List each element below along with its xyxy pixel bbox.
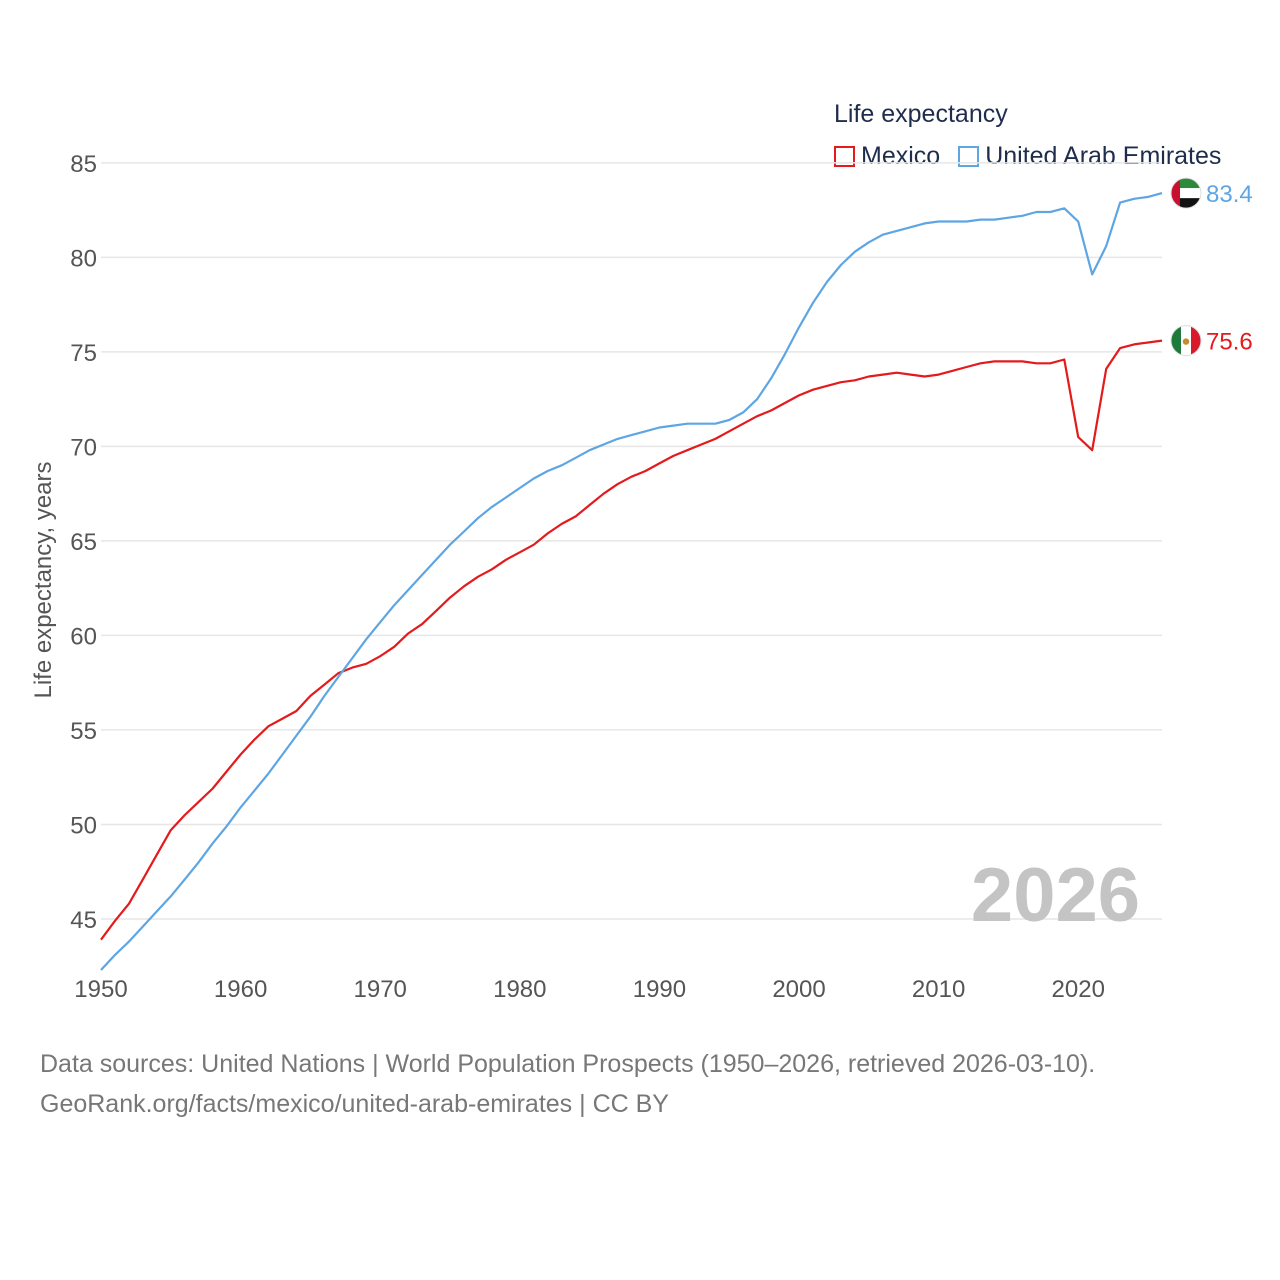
series-line-united-arab-emirates[interactable] (100, 192, 1163, 971)
mexico-flag-icon (1170, 325, 1202, 357)
legend-swatch-mexico (834, 146, 855, 167)
y-tick-55: 55 (70, 718, 97, 745)
x-tick-1950: 1950 (74, 976, 127, 1003)
footer-sources: Data sources: United Nations | World Pop… (40, 1050, 1096, 1078)
legend-item-uae[interactable]: United Arab Emirates (958, 142, 1221, 171)
footer-attribution[interactable]: GeoRank.org/facts/mexico/united-arab-emi… (40, 1090, 669, 1118)
y-axis-label: Life expectancy, years (30, 461, 57, 698)
legend: Mexico United Arab Emirates (834, 142, 1239, 171)
legend-label-uae: United Arab Emirates (985, 142, 1222, 170)
footer: Data sources: United Nations | World Pop… (40, 1044, 1095, 1124)
x-axis-ticks: 1950 1960 1970 1980 1990 2000 2010 2020 (74, 976, 1105, 1003)
series-end-markers: 75.6 83.4 (1170, 177, 1253, 357)
y-axis-ticks: 45 50 55 60 65 70 75 80 85 (70, 151, 97, 934)
legend-label-mexico: Mexico (861, 142, 941, 170)
x-tick-1980: 1980 (493, 976, 546, 1003)
series-line-mexico[interactable] (100, 339, 1163, 941)
y-tick-70: 70 (70, 434, 97, 461)
uae-flag-icon (1170, 177, 1202, 209)
y-tick-75: 75 (70, 340, 97, 367)
y-tick-65: 65 (70, 529, 97, 556)
end-label-mexico: 75.6 (1206, 329, 1253, 356)
y-tick-85: 85 (70, 151, 97, 178)
x-tick-2010: 2010 (912, 976, 965, 1003)
end-label-united-arab-emirates: 83.4 (1206, 181, 1253, 208)
y-tick-60: 60 (70, 623, 97, 650)
legend-title: Life expectancy (834, 100, 1008, 128)
y-tick-80: 80 (70, 245, 97, 272)
x-tick-2020: 2020 (1052, 976, 1105, 1003)
gridlines (101, 162, 1162, 920)
legend-swatch-uae (958, 146, 980, 167)
legend-item-mexico[interactable]: Mexico (834, 142, 940, 171)
y-tick-45: 45 (70, 907, 97, 934)
y-tick-50: 50 (70, 812, 97, 839)
x-tick-1960: 1960 (214, 976, 267, 1003)
x-tick-1990: 1990 (633, 976, 686, 1003)
x-tick-1970: 1970 (354, 976, 407, 1003)
x-tick-2000: 2000 (772, 976, 825, 1003)
series-lines (100, 192, 1163, 971)
year-watermark: 2026 (970, 853, 1140, 938)
